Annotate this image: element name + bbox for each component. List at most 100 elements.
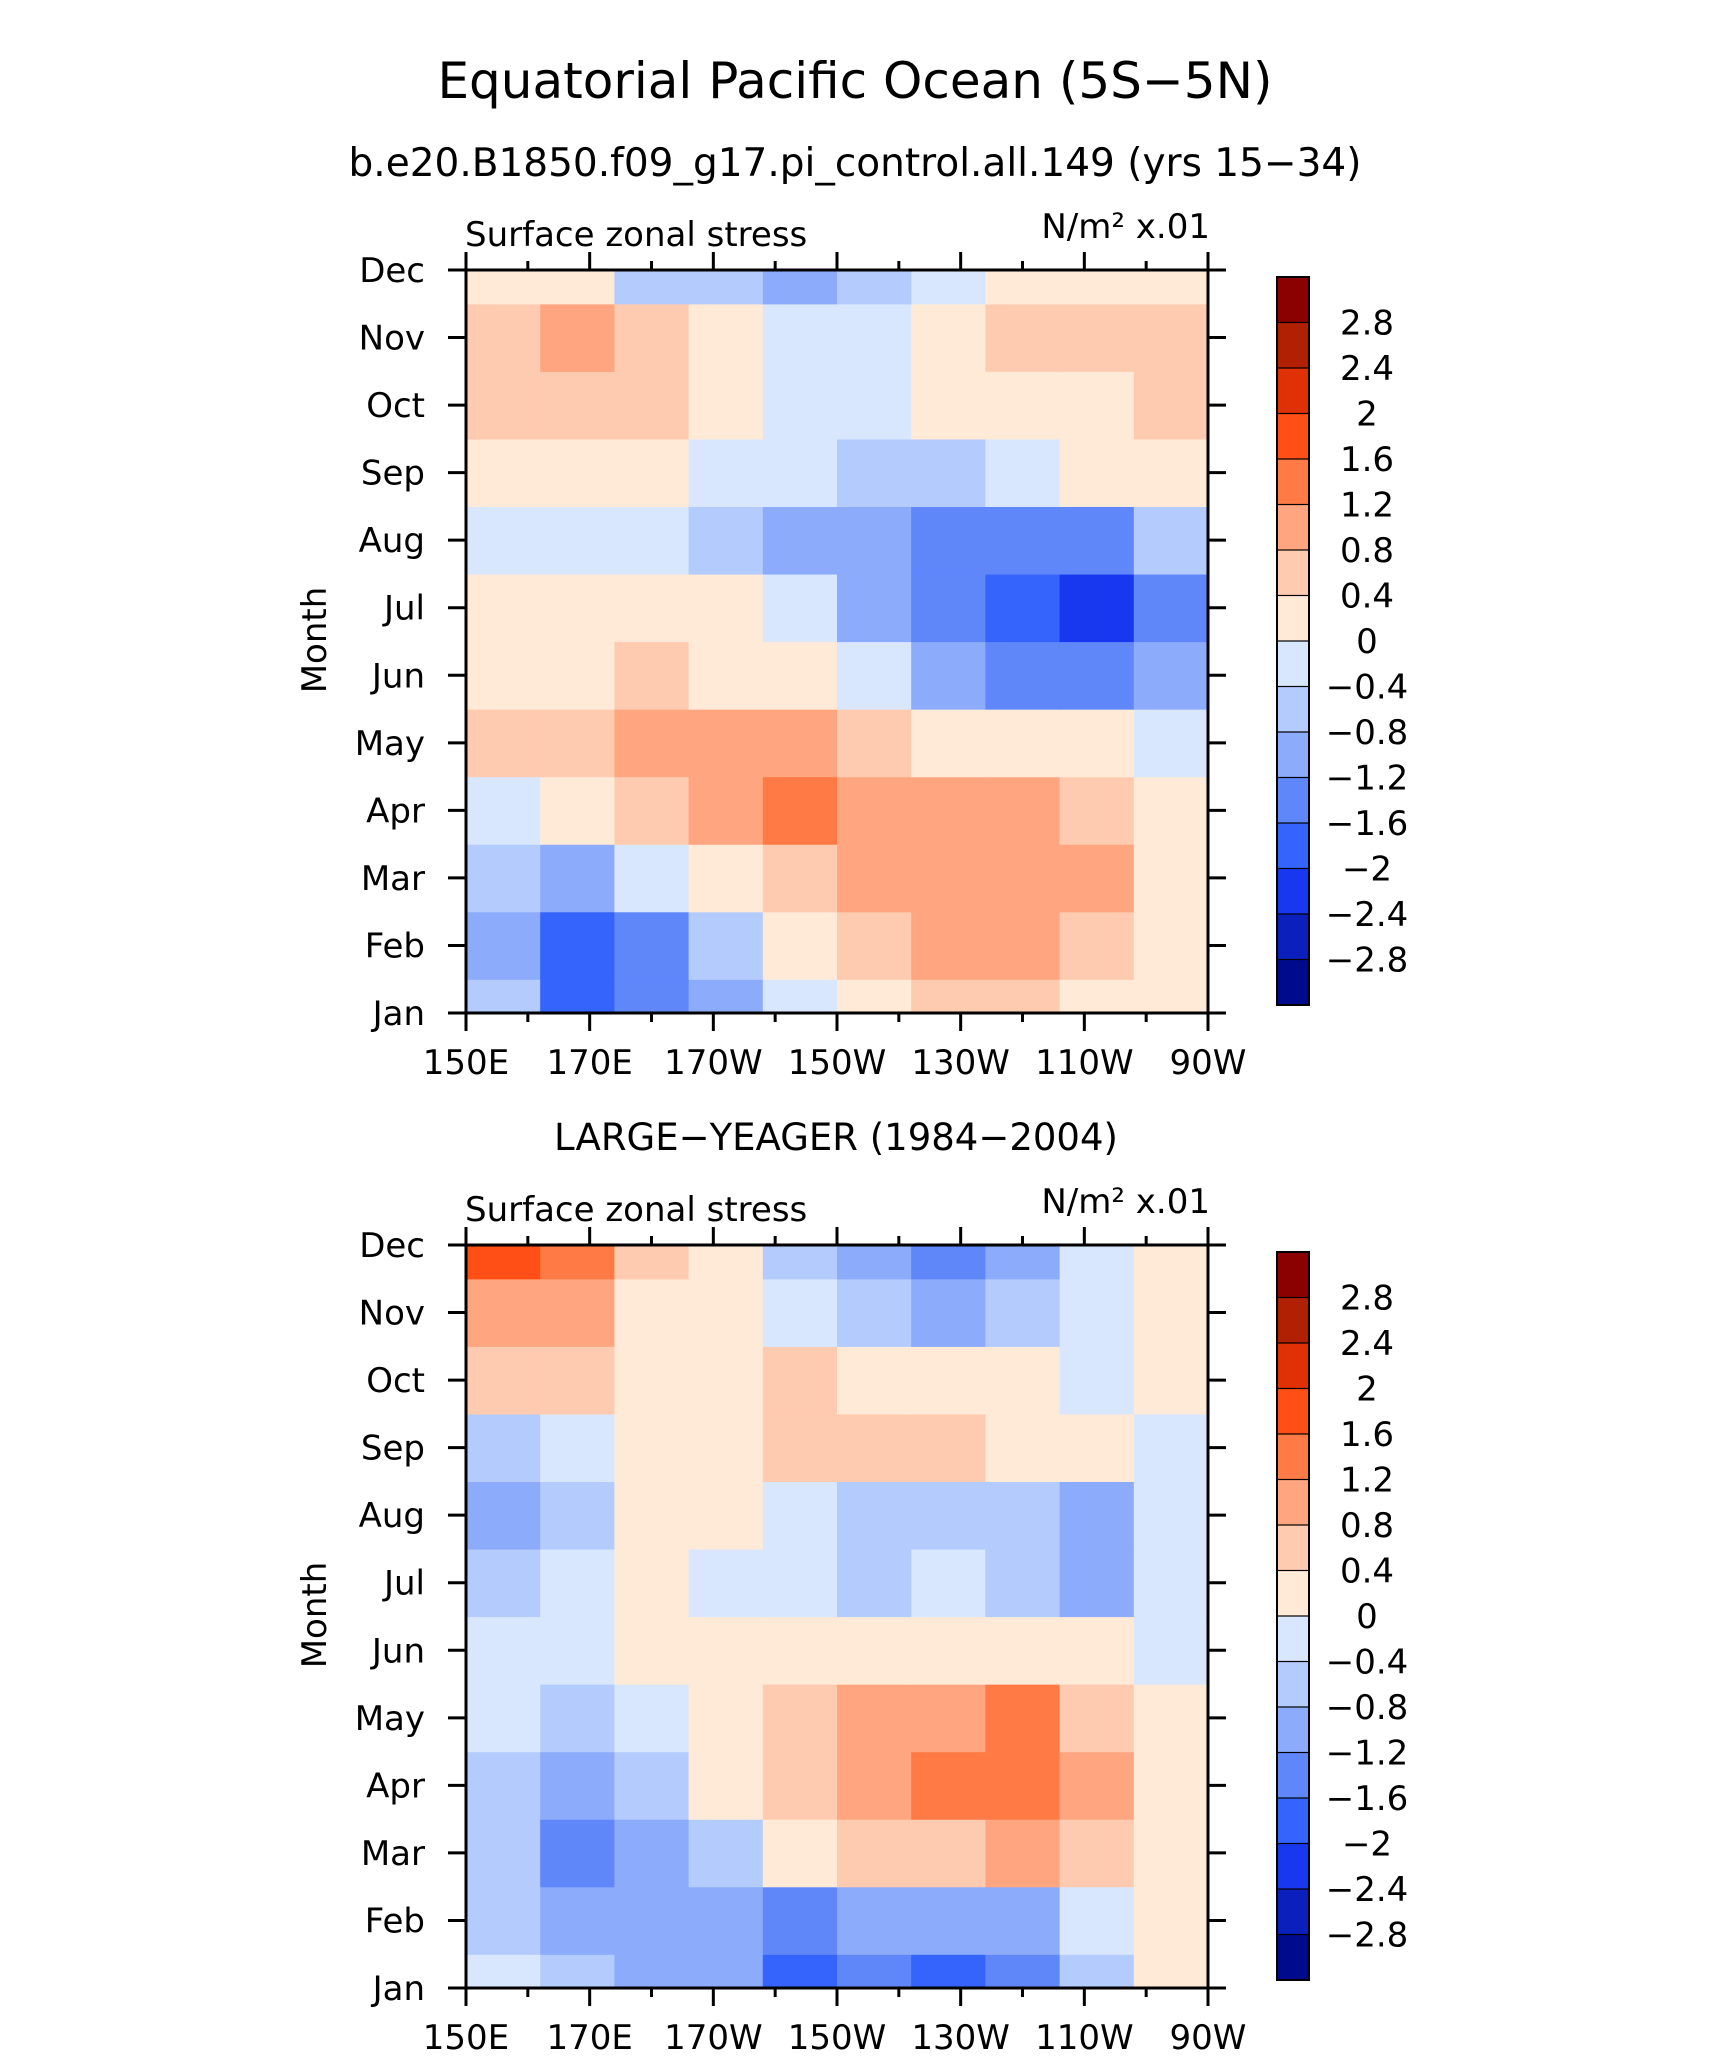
panel-2-y-tick-label: Nov	[359, 1294, 425, 1334]
panel-2-colorbar-box	[1276, 1660, 1310, 1709]
panel-1-cell-r5-c8	[1059, 641, 1135, 710]
panel-2-cell-r9-c9	[1133, 1346, 1209, 1415]
panel-1-x-tick-label: 170W	[664, 1043, 763, 1083]
panel-1-cell-r9-c8	[1059, 371, 1135, 440]
figure-title: Equatorial Pacific Ocean (5S−5N)	[437, 52, 1272, 110]
panel-2-cell-r1-c7	[985, 1886, 1061, 1955]
panel-1-cell-r5-c0	[466, 641, 541, 710]
panel-2-x-tick-labels: 150E 170E 170W 150W 130W 110W 90W	[423, 2018, 1247, 2058]
panel-1: Surface zonal stress N/m² x.01 Jan Feb Mar…	[295, 207, 1408, 1083]
panel-1-colorbar-label: −0.4	[1326, 668, 1409, 708]
panel-1-cell-r9-c3	[688, 371, 764, 440]
panel-1-cell-r9-c9	[1133, 371, 1209, 440]
panel-2-x-tick-label: 110W	[1035, 2018, 1134, 2058]
panel-2-colorbar-box	[1276, 1933, 1310, 1982]
panel-1-cell-r9-c1	[540, 371, 615, 440]
panel-1-cell-r6-c1	[540, 573, 615, 643]
panel-2-cell-r7-c9	[1133, 1481, 1209, 1550]
panel-1-x-tick-label: 150W	[788, 1043, 887, 1083]
panel-2-x-tick-label: 90W	[1170, 2018, 1247, 2058]
panel-1-cell-r5-c2	[614, 641, 690, 710]
panel-2-cell-r9-c3	[688, 1346, 764, 1415]
panel-1-y-tick-label: Nov	[359, 319, 425, 359]
panel-1-colorbar-label: −2.8	[1326, 941, 1409, 981]
panel-1-cell-r11-c9	[1133, 270, 1209, 305]
panel-2-cell-r8-c7	[985, 1413, 1061, 1483]
panel-1-cell-r8-c7	[985, 438, 1061, 508]
panel-2-cell-r2-c1	[540, 1819, 615, 1888]
panel-1-cell-r7-c9	[1133, 506, 1209, 575]
panel-2-cell-r9-c6	[911, 1346, 986, 1415]
panel-2-cell-r6-c4	[762, 1548, 838, 1618]
panel-2-cell-r4-c9	[1133, 1684, 1209, 1753]
panel-2-cell-r4-c3	[688, 1684, 764, 1753]
panel-1-cell-r11-c5	[837, 270, 912, 305]
panel-1-colorbar-frame	[1276, 276, 1310, 1006]
panel-1-ticks	[448, 252, 1226, 1031]
panel-2-cell-r11-c2	[614, 1245, 690, 1280]
panel-2-y-tick-label: Aug	[359, 1496, 425, 1536]
panel-1-x-tick-label: 90W	[1170, 1043, 1247, 1083]
panel-1-colorbar-label: 2.4	[1340, 349, 1394, 389]
panel-2-y-tick-label: Sep	[361, 1429, 425, 1469]
panel-2-cell-r6-c0	[466, 1548, 541, 1618]
panel-2-colorbar-label: 0.4	[1340, 1552, 1394, 1592]
panel-2-ticks	[448, 1227, 1226, 2006]
panel-1-cell-r6-c7	[985, 573, 1061, 643]
panel-2-cell-r8-c4	[762, 1413, 838, 1483]
panel-2-cell-r10-c3	[688, 1278, 764, 1347]
panel-2-cell-r4-c2	[614, 1684, 690, 1753]
panel-1-colorbar-box	[1276, 913, 1310, 961]
panel-1-cell-r6-c4	[762, 573, 838, 643]
panel-2-cell-r10-c0	[466, 1278, 541, 1347]
panel-2-cell-r7-c4	[762, 1481, 838, 1550]
panel-2-colorbar-box	[1276, 1524, 1310, 1572]
panel-2-cell-r1-c8	[1059, 1886, 1135, 1955]
panel-2-cell-r2-c0	[466, 1819, 541, 1888]
panel-2-cell-r7-c0	[466, 1481, 541, 1550]
panel-1-colorbar-box	[1276, 776, 1310, 825]
panel-2: LARGE−YEAGER (1984−2004) Surface zonal s…	[295, 1116, 1408, 2058]
panel-1-colorbar-box	[1276, 640, 1310, 688]
panel-2-cell-r9-c1	[540, 1346, 615, 1415]
panel-1-cell-r8-c3	[688, 438, 764, 508]
panel-1-y-tick-label: Apr	[366, 791, 425, 831]
panel-1-x-tick-label: 110W	[1035, 1043, 1134, 1083]
panel-2-colorbar-label: 0.8	[1340, 1506, 1394, 1546]
panel-1-cell-r0-c8	[1059, 979, 1135, 1014]
panel-1-cell-r10-c8	[1059, 303, 1135, 372]
panel-2-cell-r0-c3	[688, 1954, 764, 1989]
panel-1-cell-r5-c4	[762, 641, 838, 710]
panel-2-colorbar-box	[1276, 1842, 1310, 1891]
panel-1-cell-r5-c7	[985, 641, 1061, 710]
panel-2-colorbar-label: 2.8	[1340, 1279, 1394, 1319]
panel-1-colorbar-box	[1276, 412, 1310, 461]
panel-2-cell-r7-c5	[837, 1481, 912, 1550]
panel-1-colorbar-label: 1.2	[1340, 486, 1394, 526]
panel-2-colorbar-label: 0	[1356, 1597, 1378, 1637]
panel-2-cell-r8-c2	[614, 1413, 690, 1483]
panel-1-cell-r11-c7	[985, 270, 1061, 305]
panel-2-cell-r6-c2	[614, 1548, 690, 1618]
panel-2-cell-r0-c5	[837, 1954, 912, 1989]
panel-2-cell-r3-c1	[540, 1751, 615, 1820]
panel-2-cell-r6-c9	[1133, 1548, 1209, 1618]
panel-1-units-label: N/m² x.01	[1041, 207, 1210, 247]
panel-1-cell-r10-c1	[540, 303, 615, 372]
panel-2-colorbar-box	[1276, 1433, 1310, 1481]
panel-2-cell-r2-c6	[911, 1819, 986, 1888]
panel-1-cell-r7-c8	[1059, 506, 1135, 575]
panel-2-cell-r1-c2	[614, 1886, 690, 1955]
panel-1-cell-r5-c9	[1133, 641, 1209, 710]
panel-1-cell-r10-c7	[985, 303, 1061, 372]
panel-2-cell-r5-c5	[837, 1616, 912, 1685]
panel-1-cell-r4-c2	[614, 709, 690, 778]
panel-2-y-tick-label: Mar	[361, 1834, 425, 1874]
panel-2-cell-r7-c8	[1059, 1481, 1135, 1550]
panel-2-cell-r10-c4	[762, 1278, 838, 1347]
panel-2-x-tick-label: 170E	[546, 2018, 632, 2058]
panel-2-cell-r3-c5	[837, 1751, 912, 1820]
panel-2-cell-r1-c5	[837, 1886, 912, 1955]
panel-2-y-tick-label: Oct	[366, 1361, 425, 1401]
